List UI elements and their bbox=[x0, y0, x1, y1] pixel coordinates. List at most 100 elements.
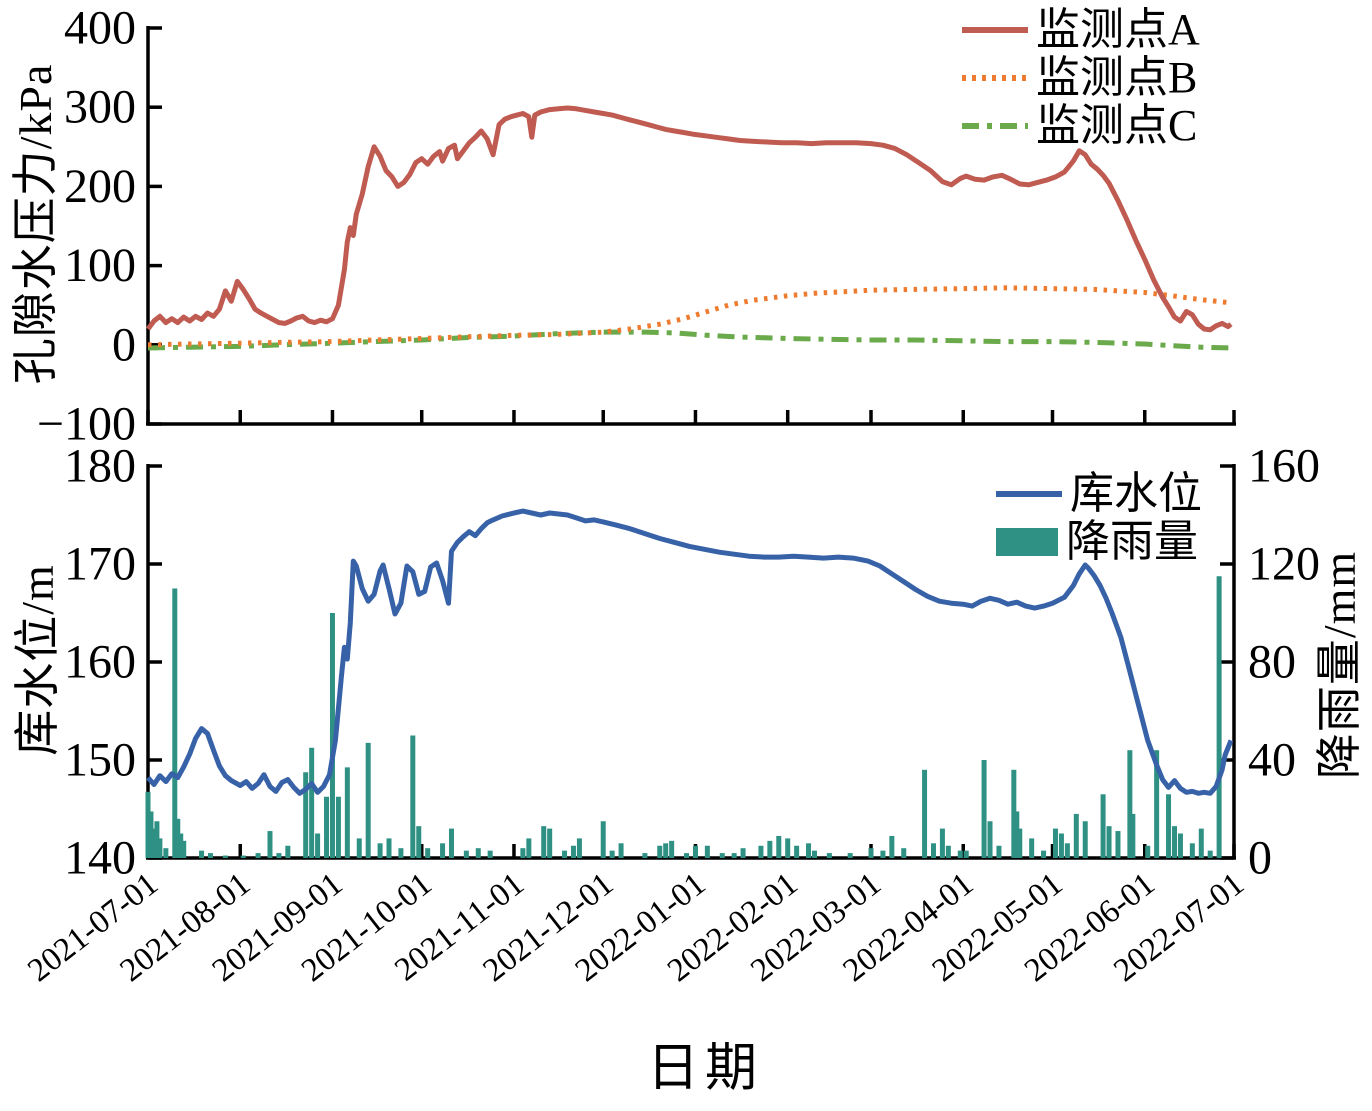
top-legend: 监测点A 监测点B 监测点C bbox=[962, 8, 1200, 148]
bottom-panel-left-y-tick-label: 140 bbox=[64, 832, 136, 885]
rainfall-bar bbox=[157, 838, 163, 858]
series-a-line bbox=[146, 105, 1233, 333]
bottom-panel-left-y-tick-label: 180 bbox=[64, 440, 136, 493]
bottom-panel-right-y-tick-label: 80 bbox=[1248, 636, 1296, 689]
bottom-legend: 库水位 降雨量 bbox=[996, 472, 1202, 564]
rainfall-bar bbox=[1100, 794, 1106, 858]
legend-item-monitor-a: 监测点A bbox=[962, 8, 1200, 52]
rainfall-bar bbox=[1106, 826, 1112, 858]
rainfall-bar bbox=[847, 853, 853, 858]
rainfall-bar bbox=[377, 843, 383, 858]
legend-item-monitor-c: 监测点C bbox=[962, 104, 1200, 148]
rainfall-bar bbox=[868, 848, 874, 858]
rainfall-bar bbox=[178, 833, 184, 858]
monitor-b-dotted-swatch-icon bbox=[962, 75, 1028, 81]
rainfall-bar bbox=[1198, 828, 1204, 858]
rainfall-bar bbox=[154, 821, 160, 858]
rainfall-bar bbox=[344, 767, 350, 858]
top-panel-y-tick-label: 100 bbox=[64, 239, 136, 292]
rainfall-bar bbox=[335, 796, 341, 858]
bottom-panel-left-y-tick-label: 160 bbox=[64, 636, 136, 689]
rainfall-bar bbox=[806, 843, 812, 858]
rainfall-bar bbox=[880, 850, 886, 858]
rainfall-bar bbox=[1154, 750, 1160, 858]
rainfall-bar bbox=[576, 838, 582, 858]
rainfall-bar bbox=[526, 838, 532, 858]
rainfall-bar bbox=[758, 845, 764, 858]
bottom-right-y-axis-title: 降雨量/mm bbox=[1314, 550, 1365, 780]
rainfall-bar bbox=[1014, 811, 1020, 858]
series-b-dotted-line bbox=[147, 285, 1232, 348]
rainfall-bar bbox=[172, 588, 178, 858]
rainfall-bar bbox=[386, 838, 392, 858]
rainfall-bar bbox=[996, 845, 1002, 858]
rainfall-bar bbox=[207, 853, 213, 858]
bottom-panel-left-y-tick-label: 150 bbox=[64, 734, 136, 787]
rainfall-bar bbox=[151, 828, 157, 858]
rainfall-bar bbox=[740, 848, 746, 858]
rainfall-bar bbox=[704, 845, 710, 858]
rainfall-bar bbox=[785, 838, 791, 858]
top-panel-y-tick-label: 0 bbox=[112, 318, 136, 371]
rainfall-bar bbox=[425, 848, 431, 858]
legend-label: 监测点B bbox=[1036, 53, 1198, 102]
bottom-panel-right-y-tick-label: 40 bbox=[1248, 734, 1296, 787]
monitor-a-line-swatch-icon bbox=[962, 27, 1028, 33]
rainfall-bar bbox=[410, 735, 416, 858]
bottom-panel-right-y-tick-label: 0 bbox=[1248, 832, 1272, 885]
top-panel-y-tick-label: 300 bbox=[64, 81, 136, 134]
rainfall-bar bbox=[1052, 828, 1058, 858]
rainfall-bar bbox=[1115, 831, 1121, 858]
rainfall-bar bbox=[365, 742, 371, 858]
rainfall-bar bbox=[600, 821, 606, 858]
rainfall-bar bbox=[826, 853, 832, 858]
rainfall-bar bbox=[1058, 833, 1064, 858]
rainfall-bar bbox=[145, 791, 151, 858]
rainfall-bar bbox=[1041, 850, 1047, 858]
top-y-axis-title: 孔隙水压力/kPa bbox=[10, 63, 61, 385]
rainfall-bar bbox=[1082, 821, 1088, 858]
rainfall-bar bbox=[181, 840, 187, 858]
legend-label: 降雨量 bbox=[1066, 517, 1198, 566]
rainfall-bar bbox=[901, 848, 907, 858]
rainfall-bar-swatch-icon bbox=[996, 528, 1058, 556]
top-panel-y-tick-label: −100 bbox=[37, 398, 136, 451]
legend-item-rainfall: 降雨量 bbox=[996, 520, 1202, 564]
rainfall-bar bbox=[1207, 850, 1213, 858]
top-panel-y-tick-label: 200 bbox=[64, 160, 136, 213]
rainfall-bar bbox=[1073, 813, 1079, 858]
reservoir-level-line bbox=[146, 508, 1234, 796]
rainfall-bar bbox=[163, 848, 169, 858]
rainfall-bar bbox=[324, 796, 330, 858]
top-panel-y-tick-label: 400 bbox=[64, 2, 136, 55]
rainfall-bar bbox=[930, 843, 936, 858]
rainfall-bar bbox=[398, 848, 404, 858]
rainfall-bar bbox=[663, 843, 669, 858]
rainfall-bar bbox=[1166, 794, 1172, 858]
rainfall-bar bbox=[981, 760, 987, 858]
rainfall-bar bbox=[987, 821, 993, 858]
bottom-panel-right-y-tick-label: 160 bbox=[1248, 440, 1320, 493]
rainfall-bar bbox=[267, 831, 273, 858]
rainfall-bar bbox=[669, 840, 675, 858]
rainfall-bar bbox=[684, 853, 690, 858]
rainfall-bar bbox=[570, 845, 576, 858]
rainfall-bar bbox=[520, 848, 526, 858]
legend-label: 监测点A bbox=[1036, 5, 1200, 54]
rainfall-bar bbox=[731, 853, 737, 858]
legend-label: 库水位 bbox=[1070, 469, 1202, 518]
rainfall-bar bbox=[276, 853, 282, 858]
rainfall-bar bbox=[199, 850, 205, 858]
rainfall-bar bbox=[329, 613, 335, 858]
rainfall-bar bbox=[1127, 750, 1133, 858]
rainfall-bar bbox=[618, 843, 624, 858]
rainfall-bar bbox=[945, 845, 951, 858]
rainfall-bar bbox=[303, 772, 309, 858]
rainfall-bar bbox=[657, 845, 663, 858]
rainfall-bar bbox=[609, 850, 615, 858]
rainfall-bar bbox=[148, 811, 154, 858]
legend-label: 监测点C bbox=[1036, 101, 1198, 150]
rainfall-bar bbox=[463, 850, 469, 858]
